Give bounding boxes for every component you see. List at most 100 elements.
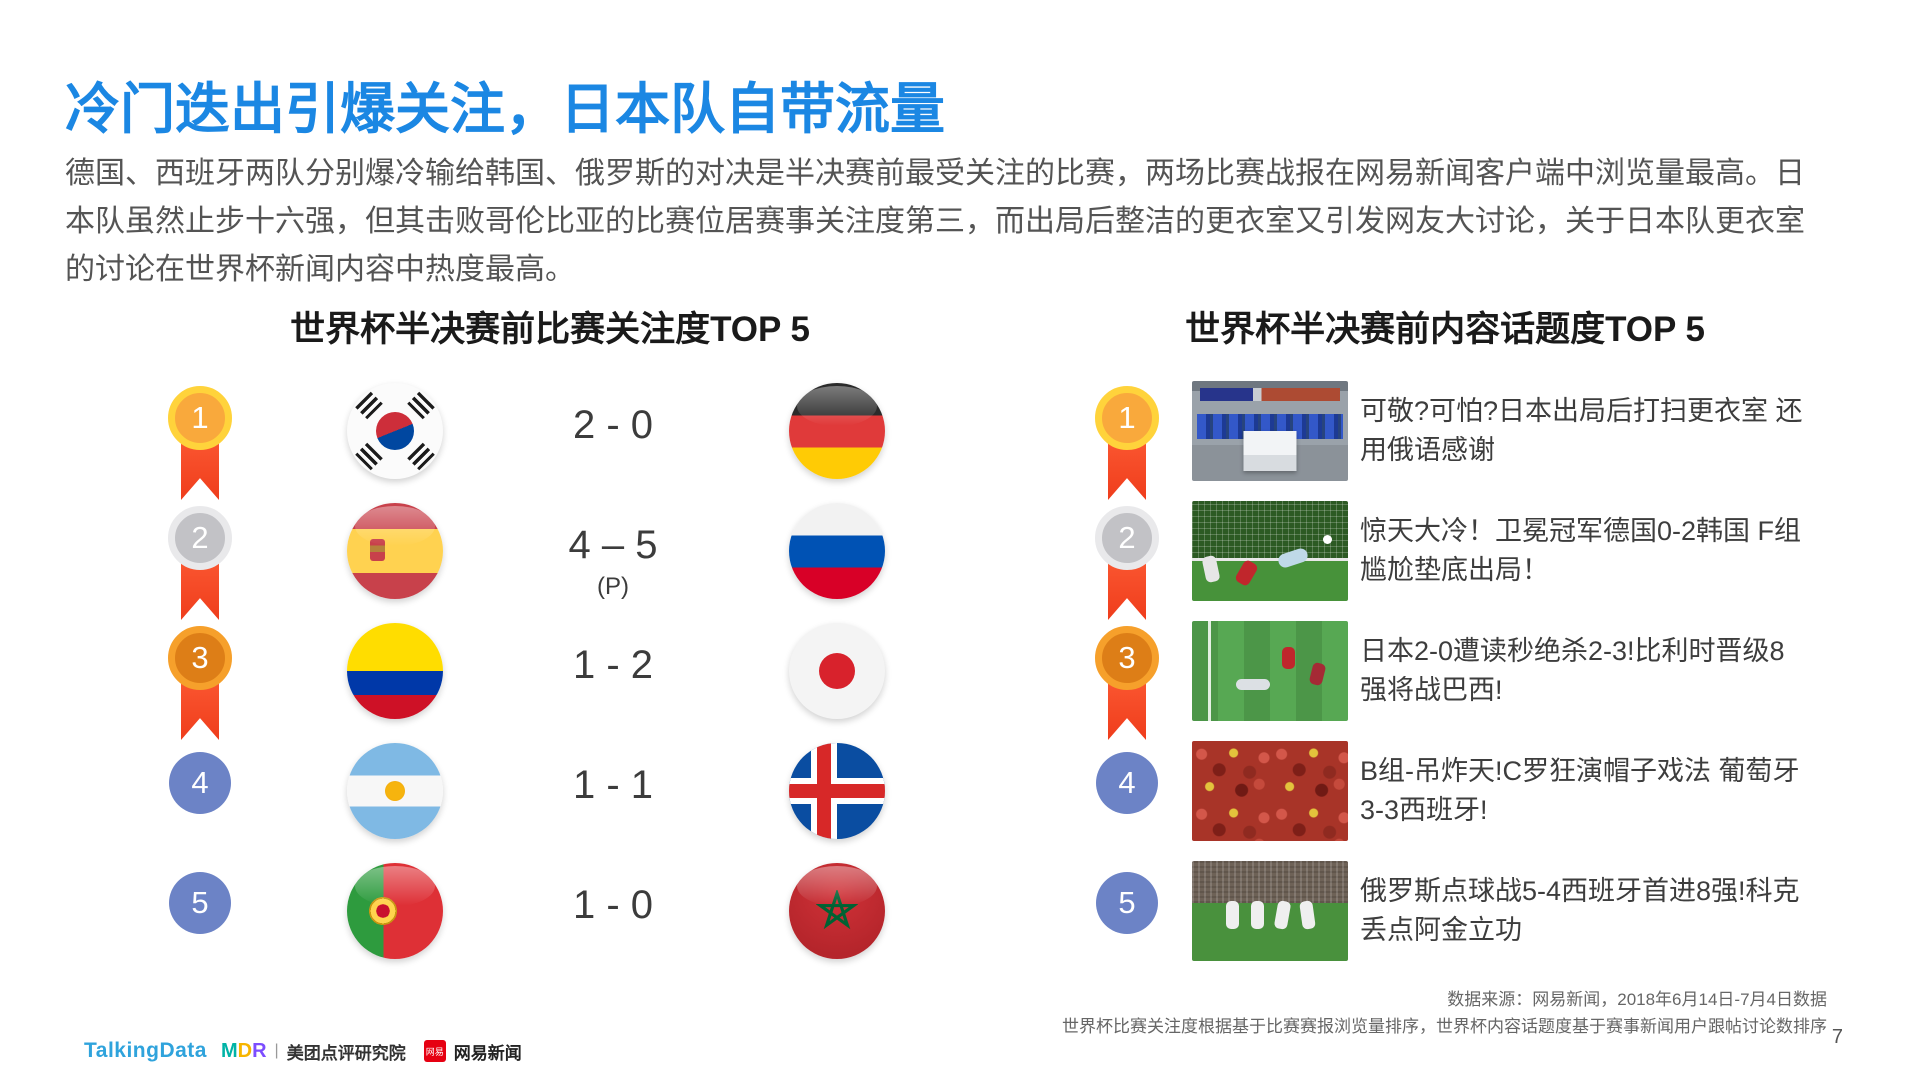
trigram xyxy=(407,442,435,471)
rank-1-medal-icon: 1 xyxy=(168,371,232,501)
rank-5-badge: 5 xyxy=(1096,872,1158,934)
japan-sun-disc xyxy=(819,653,855,689)
news-headline: B组-吊炸天!C罗狂演帽子戏法 葡萄牙3-3西班牙! xyxy=(1360,756,1800,825)
news-headline: 可敬?可怕?日本出局后打扫更衣室 还用俄语感谢 xyxy=(1360,396,1803,465)
news-thumbnail-locker-room xyxy=(1192,381,1348,481)
flag-colombia-icon xyxy=(347,623,443,719)
flag-russia-icon xyxy=(789,503,885,599)
trigram xyxy=(407,391,435,420)
rank-number: 4 xyxy=(191,765,209,800)
trigram xyxy=(355,391,383,420)
news-thumbnail-fans-crowd xyxy=(1192,741,1348,841)
goal-net xyxy=(1192,501,1348,559)
pitch-line xyxy=(1207,621,1211,721)
locker-banner xyxy=(1199,388,1341,401)
player-figure xyxy=(1299,900,1317,930)
player-lying-figure xyxy=(1235,679,1270,690)
rank-number: 1 xyxy=(191,400,209,435)
flag-morocco-icon xyxy=(789,863,885,959)
medal-disc: 3 xyxy=(168,626,232,690)
logo-separator: | xyxy=(274,1042,279,1059)
netease-badge-icon: 网易 xyxy=(423,1040,446,1062)
match-score: 4 – 5 (P) xyxy=(513,491,713,611)
nordic-cross xyxy=(789,784,885,798)
flag-iceland-icon xyxy=(789,743,885,839)
rank-1-row: 1 2 - 0 1 可敬?可怕?日本出局后打扫更衣室 还用俄语感谢 xyxy=(0,371,1921,500)
flag-portugal-icon xyxy=(347,863,443,959)
medal-disc: 1 xyxy=(168,386,232,450)
rank-1-medal-icon: 1 xyxy=(1095,371,1159,501)
rank-number: 5 xyxy=(1118,885,1136,920)
rank-number: 1 xyxy=(1118,400,1136,435)
portugal-emblem xyxy=(368,896,399,926)
rank-number: 2 xyxy=(191,520,209,555)
medal-disc: 3 xyxy=(1095,626,1159,690)
pentagram-star-icon xyxy=(816,890,858,930)
news-thumbnail-japan-belgium xyxy=(1192,621,1348,721)
topic-ranking-header: 世界杯半决赛前内容话题度TOP 5 xyxy=(1185,310,1705,349)
source-line: 数据来源：网易新闻，2018年6月14日-7月4日数据 xyxy=(1447,990,1827,1009)
penalty-note: (P) xyxy=(597,573,629,600)
slide-title: 冷门迭出引爆关注，日本队自带流量 xyxy=(65,78,946,140)
match-ranking-header: 世界杯半决赛前比赛关注度TOP 5 xyxy=(290,310,810,349)
flag-germany-icon xyxy=(789,383,885,479)
player-figure xyxy=(1308,661,1327,687)
news-headline: 日本2-0遭读秒绝杀2-3!比利时晋级8强将战巴西! xyxy=(1360,636,1785,705)
slide-summary-paragraph: 德国、西班牙两队分别爆冷输给韩国、俄罗斯的对决是半决赛前最受关注的比赛，两场比赛… xyxy=(65,157,1805,286)
locker-table xyxy=(1243,431,1297,471)
stadium-crowd xyxy=(1192,861,1348,903)
rank-2-row: 2 4 – 5 (P) 2 惊天大冷！卫冕冠军德国0-2韩国 F组尴尬垫底出局！ xyxy=(0,491,1921,620)
player-figure xyxy=(1233,558,1259,588)
medal-disc: 1 xyxy=(1095,386,1159,450)
medal-disc: 2 xyxy=(168,506,232,570)
flag-argentina-icon xyxy=(347,743,443,839)
news-thumbnail-germany-korea xyxy=(1192,501,1348,601)
football xyxy=(1323,535,1333,544)
medal-disc: 2 xyxy=(1095,506,1159,570)
flag-japan-icon xyxy=(789,623,885,719)
rank-5-row: 5 1 - 0 5 俄罗斯点球战5-4西班牙首进8强!科克丢点阿金立功 xyxy=(0,851,1921,971)
rank-number: 2 xyxy=(1118,520,1136,555)
rank-number: 5 xyxy=(191,885,209,920)
rank-4-row: 4 1 - 1 4 B组-吊炸天!C罗狂演帽子戏法 葡萄牙3-3西班牙! xyxy=(0,731,1921,851)
rank-3-medal-icon: 3 xyxy=(168,611,232,741)
rank-number: 4 xyxy=(1118,765,1136,800)
rank-3-medal-icon: 3 xyxy=(1095,611,1159,741)
news-headline: 惊天大冷！卫冕冠军德国0-2韩国 F组尴尬垫底出局！ xyxy=(1360,516,1802,585)
page-number: 7 xyxy=(1831,1026,1843,1048)
rank-number: 3 xyxy=(1118,640,1136,675)
taegeuk-symbol xyxy=(370,406,420,456)
data-source-note: 数据来源：网易新闻，2018年6月14日-7月4日数据 世界杯比赛关注度根据基于… xyxy=(1062,986,1827,1040)
meituan-research-logo: 美团点评研究院 xyxy=(286,1043,406,1063)
match-score: 1 - 1 xyxy=(572,763,654,807)
sun-of-may xyxy=(385,781,405,801)
rank-4-badge: 4 xyxy=(1096,752,1158,814)
netease-news-logo: 网易新闻 xyxy=(453,1043,522,1063)
player-figure xyxy=(1273,900,1292,930)
player-figure xyxy=(1226,901,1240,929)
rank-3-row: 3 1 - 2 3 日本2-0遭读秒绝杀2-3!比利时晋级8强将战巴西! xyxy=(0,611,1921,740)
goal-post xyxy=(1192,558,1348,561)
rank-4-badge: 4 xyxy=(169,752,231,814)
flag-spain-icon xyxy=(347,503,443,599)
spain-crest xyxy=(370,539,386,562)
news-headline: 俄罗斯点球战5-4西班牙首进8强!科克丢点阿金立功 xyxy=(1360,876,1800,945)
match-score: 1 - 0 xyxy=(572,883,654,927)
footer-logos: TalkingData M D R | 美团点评研究院 网易 网易新闻 xyxy=(84,1038,522,1064)
match-score: 1 - 2 xyxy=(572,643,654,687)
player-figure xyxy=(1282,647,1296,669)
trigram xyxy=(355,442,383,471)
player-figure xyxy=(1251,901,1265,929)
rank-2-medal-icon: 2 xyxy=(1095,491,1159,621)
mdr-logo: M D R xyxy=(220,1039,267,1062)
news-thumbnail-russia-celebration xyxy=(1192,861,1348,961)
source-line: 世界杯比赛关注度根据基于比赛赛报浏览量排序，世界杯内容话题度基于赛事新闻用户跟帖… xyxy=(1062,1017,1827,1036)
match-score: 2 - 0 xyxy=(572,403,654,447)
talkingdata-logo: TalkingData xyxy=(84,1039,207,1062)
nordic-cross xyxy=(816,743,831,839)
rank-2-medal-icon: 2 xyxy=(168,491,232,621)
flag-south-korea-icon xyxy=(347,383,443,479)
rank-number: 3 xyxy=(191,640,209,675)
rank-5-badge: 5 xyxy=(169,872,231,934)
